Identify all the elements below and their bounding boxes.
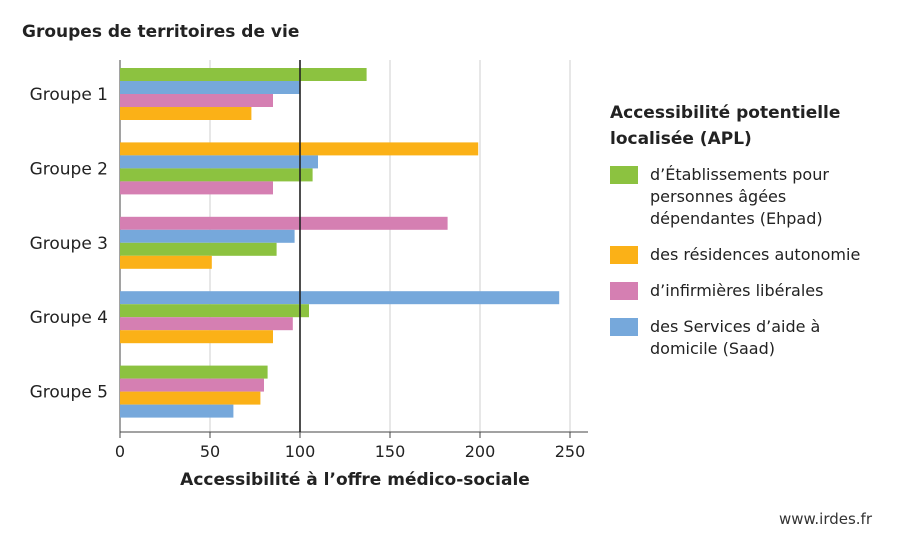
category-label: Groupe 1 xyxy=(30,85,108,105)
bar xyxy=(120,330,273,344)
category-label: Groupe 5 xyxy=(30,383,108,403)
bar xyxy=(120,378,264,392)
legend-item-residences: des résidences autonomie xyxy=(610,244,890,266)
bar xyxy=(120,404,234,418)
legend-item-saad: des Services d’aide à domicile (Saad) xyxy=(610,316,890,360)
bar xyxy=(120,317,293,331)
bar xyxy=(120,365,268,379)
bar xyxy=(120,68,367,81)
legend-item-infirmieres: d’infirmières libérales xyxy=(610,280,890,302)
bar xyxy=(120,155,318,169)
chart-title: Groupes de territoires de vie xyxy=(22,22,300,42)
x-tick-label: 250 xyxy=(555,442,586,461)
legend-item-ehpad: d’Établissements pour personnes âgées dé… xyxy=(610,164,890,230)
x-tick-label: 100 xyxy=(285,442,316,461)
legend-label-infirmieres: d’infirmières libérales xyxy=(650,281,824,300)
x-tick-label: 200 xyxy=(465,442,496,461)
x-tick-label: 0 xyxy=(115,442,125,461)
source-link[interactable]: www.irdes.fr xyxy=(778,510,872,528)
bar xyxy=(120,291,560,305)
bar xyxy=(120,255,212,269)
legend-title: Accessibilité potentielle localisée (APL… xyxy=(610,103,841,149)
category-label: Groupe 2 xyxy=(30,159,108,179)
x-tick-label: 150 xyxy=(375,442,406,461)
bar xyxy=(120,181,273,195)
legend-swatch-ehpad xyxy=(610,166,638,184)
bar xyxy=(120,229,295,243)
x-tick-label: 50 xyxy=(200,442,220,461)
legend-label-residences: des résidences autonomie xyxy=(650,245,861,264)
bar xyxy=(120,216,448,230)
x-axis-label: Accessibilité à l’offre médico-sociale xyxy=(180,470,530,490)
legend-label-ehpad: d’Établissements pour personnes âgées dé… xyxy=(650,165,829,228)
category-label: Groupe 3 xyxy=(30,234,108,254)
category-label: Groupe 4 xyxy=(30,308,108,328)
legend-label-saad: des Services d’aide à domicile (Saad) xyxy=(650,317,821,358)
legend-swatch-residences xyxy=(610,246,638,264)
bar xyxy=(120,94,273,107)
bar xyxy=(120,107,252,120)
bar xyxy=(120,242,277,256)
bar xyxy=(120,142,479,156)
legend-swatch-infirmieres xyxy=(610,282,638,300)
legend-swatch-saad xyxy=(610,318,638,336)
legend: Accessibilité potentielle localisée (APL… xyxy=(610,100,890,374)
bar xyxy=(120,81,300,94)
bar xyxy=(120,304,309,318)
bar xyxy=(120,391,261,405)
bar xyxy=(120,168,313,182)
